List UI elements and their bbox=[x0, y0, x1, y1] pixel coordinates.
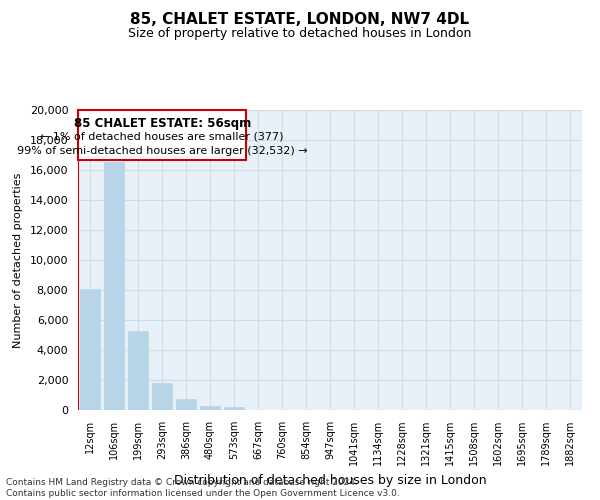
Bar bbox=[104, 162, 124, 410]
Bar bbox=[80, 288, 100, 410]
Bar bbox=[224, 407, 244, 410]
Text: ← 1% of detached houses are smaller (377): ← 1% of detached houses are smaller (377… bbox=[40, 132, 284, 141]
Bar bbox=[176, 399, 196, 410]
Text: 85, CHALET ESTATE, LONDON, NW7 4DL: 85, CHALET ESTATE, LONDON, NW7 4DL bbox=[130, 12, 470, 28]
X-axis label: Distribution of detached houses by size in London: Distribution of detached houses by size … bbox=[173, 474, 487, 486]
Text: 85 CHALET ESTATE: 56sqm: 85 CHALET ESTATE: 56sqm bbox=[74, 117, 251, 130]
Text: Contains HM Land Registry data © Crown copyright and database right 2024.
Contai: Contains HM Land Registry data © Crown c… bbox=[6, 478, 400, 498]
Bar bbox=[200, 406, 220, 410]
Bar bbox=[128, 330, 148, 410]
Text: 99% of semi-detached houses are larger (32,532) →: 99% of semi-detached houses are larger (… bbox=[17, 146, 308, 156]
Bar bbox=[79, 110, 246, 160]
Text: Size of property relative to detached houses in London: Size of property relative to detached ho… bbox=[128, 28, 472, 40]
Y-axis label: Number of detached properties: Number of detached properties bbox=[13, 172, 23, 348]
Bar bbox=[152, 383, 172, 410]
